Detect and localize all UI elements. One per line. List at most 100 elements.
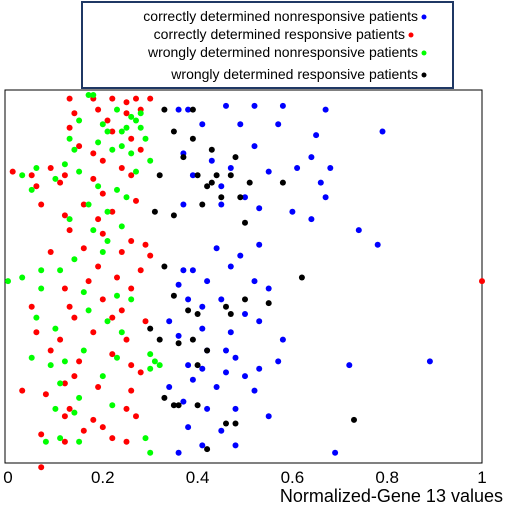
data-point-series-1-69 (128, 387, 135, 394)
data-point-series-2-45 (128, 296, 135, 303)
data-point-series-2-3 (128, 113, 135, 120)
data-point-series-3-27 (265, 300, 272, 307)
data-point-series-2-42 (38, 285, 45, 292)
data-point-series-3-36 (161, 394, 168, 401)
data-point-series-2-54 (147, 351, 154, 358)
data-point-series-0-21 (327, 165, 334, 171)
legend-items: correctly determined nonresponsive patie… (143, 8, 427, 82)
data-point-series-1-56 (57, 336, 64, 343)
data-point-series-1-52 (71, 314, 78, 321)
data-point-series-0-4 (279, 102, 286, 109)
data-point-series-2-65 (71, 409, 78, 416)
data-point-series-1-80 (123, 438, 130, 445)
x-tick-label: 1 (477, 468, 486, 487)
data-point-series-2-20 (61, 161, 68, 168)
legend-label-series-2: wrongly determined nonresponsive patient… (147, 44, 418, 60)
data-point-series-0-52 (223, 347, 229, 354)
data-point-series-2-44 (114, 292, 120, 299)
data-point-series-2-57 (156, 362, 163, 369)
data-point-series-0-45 (166, 318, 173, 325)
data-point-series-0-36 (189, 267, 196, 274)
data-point-series-0-22 (180, 201, 187, 208)
data-point-series-0-7 (237, 121, 244, 128)
data-point-series-3-13 (237, 194, 244, 201)
data-point-series-1-45 (61, 285, 68, 292)
data-point-series-2-17 (147, 157, 154, 164)
data-point-series-1-44 (137, 267, 144, 274)
data-point-series-2-58 (47, 362, 54, 369)
data-point-series-2-4 (137, 110, 144, 117)
data-point-series-0-62 (166, 384, 173, 390)
data-point-series-1-71 (90, 416, 97, 423)
data-point-series-1-59 (47, 347, 54, 354)
data-point-series-1-70 (66, 405, 73, 412)
data-point-series-2-69 (57, 435, 64, 442)
data-point-series-2-0 (85, 92, 92, 98)
data-point-series-1-77 (38, 431, 45, 438)
data-point-series-2-46 (33, 314, 40, 321)
data-point-series-1-16 (99, 157, 106, 164)
data-point-series-0-23 (218, 201, 225, 208)
data-point-series-2-55 (151, 358, 158, 365)
data-point-series-1-18 (137, 146, 144, 153)
data-point-series-3-26 (242, 296, 248, 303)
data-point-series-1-24 (57, 179, 64, 186)
data-point-series-2-12 (66, 135, 73, 142)
data-point-series-3-0 (161, 106, 168, 113)
data-point-series-3-32 (175, 340, 182, 347)
data-point-series-2-1 (90, 92, 97, 98)
data-point-series-1-21 (47, 165, 54, 171)
data-point-series-3-37 (170, 402, 177, 409)
data-point-series-2-33 (118, 223, 125, 230)
data-point-series-0-47 (199, 325, 206, 332)
data-point-series-2-11 (104, 128, 111, 135)
data-point-series-0-34 (180, 267, 187, 274)
data-point-series-2-70 (147, 449, 154, 456)
legend-marker-series-2 (421, 50, 427, 56)
data-point-series-1-3 (123, 99, 130, 106)
data-point-series-2-5 (133, 117, 139, 124)
legend-marker-series-1 (408, 32, 414, 38)
data-point-series-1-74 (61, 413, 68, 420)
data-point-series-1-64 (95, 384, 102, 390)
data-point-series-2-61 (147, 365, 154, 372)
data-point-series-1-4 (133, 95, 139, 102)
data-point-series-3-24 (185, 307, 192, 314)
data-point-series-2-23 (19, 172, 26, 179)
x-tick-label: 0.6 (281, 468, 305, 487)
data-point-series-1-79 (61, 438, 68, 445)
data-point-series-0-37 (204, 278, 211, 285)
data-point-series-2-68 (76, 438, 83, 445)
data-point-series-1-82 (479, 278, 485, 285)
data-point-series-0-12 (208, 157, 215, 164)
legend-marker-series-3 (421, 72, 427, 78)
data-point-series-0-16 (218, 183, 225, 190)
x-tick-label: 0.2 (91, 468, 115, 487)
data-point-series-0-40 (265, 285, 272, 292)
data-point-series-1-68 (61, 380, 68, 387)
data-point-series-0-2 (223, 102, 229, 109)
data-point-series-0-28 (308, 216, 315, 223)
data-point-series-3-42 (351, 416, 357, 423)
data-point-series-3-17 (218, 194, 225, 201)
data-point-series-3-28 (223, 303, 229, 310)
data-point-series-3-16 (199, 201, 206, 208)
data-point-series-1-36 (128, 238, 135, 244)
data-point-series-3-38 (175, 402, 182, 409)
data-point-series-0-65 (232, 405, 239, 412)
data-point-series-0-71 (199, 442, 206, 449)
data-point-series-1-55 (33, 329, 40, 336)
data-point-series-2-39 (38, 267, 45, 274)
data-point-series-1-32 (109, 208, 116, 215)
data-point-series-1-22 (61, 172, 68, 179)
points-layer (5, 92, 485, 471)
data-point-series-2-16 (128, 150, 135, 157)
data-point-series-3-39 (194, 402, 201, 409)
data-point-series-1-53 (109, 314, 116, 321)
data-point-series-3-8 (194, 172, 201, 179)
data-point-series-3-30 (147, 325, 154, 332)
x-axis-label: Normalized-Gene 13 values (280, 486, 503, 505)
data-point-series-1-38 (80, 245, 87, 252)
data-point-series-1-26 (99, 190, 106, 197)
data-point-series-1-76 (99, 424, 106, 431)
